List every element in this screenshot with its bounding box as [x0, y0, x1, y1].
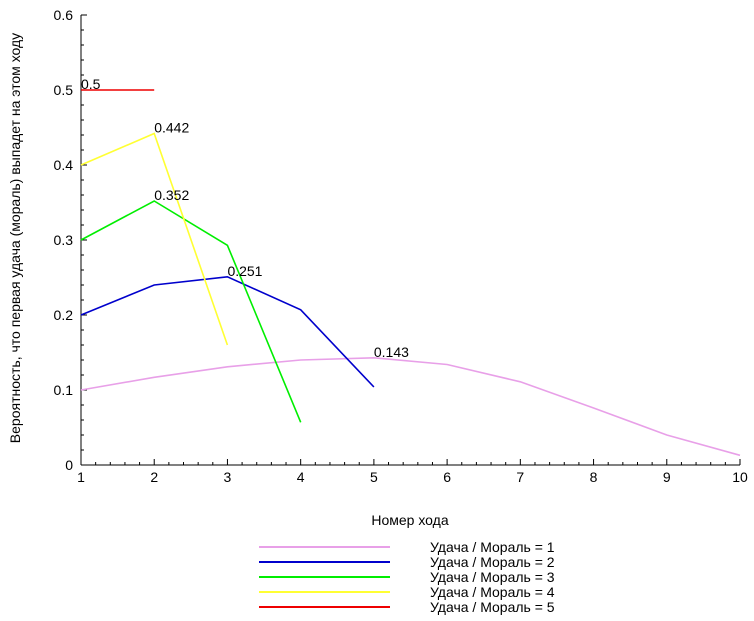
legend-label-1: Удача / Мораль = 1 [430, 539, 555, 555]
peak-value-label: 0.251 [227, 263, 262, 279]
y-tick-label: 0.2 [54, 307, 74, 323]
peak-annotations: 0.5 0.442 0.352 0.251 0.143 [81, 76, 409, 360]
y-tick-label: 0.1 [54, 382, 74, 398]
x-tick-label: 10 [732, 469, 748, 485]
series-lines [80, 89, 741, 457]
x-axis-ticks: 1 2 3 4 5 6 7 8 9 10 [77, 459, 748, 485]
peak-value-label: 0.442 [154, 120, 189, 136]
x-tick-label: 5 [370, 469, 378, 485]
x-tick-label: 4 [297, 469, 305, 485]
x-tick-label: 2 [150, 469, 158, 485]
y-tick-label: 0 [65, 457, 73, 473]
x-tick-label: 9 [663, 469, 671, 485]
y-axis-ticks: 0 0.1 0.2 0.3 0.4 0.5 0.6 [54, 7, 87, 473]
legend-label-5: Удача / Мораль = 5 [430, 599, 555, 615]
x-tick-label: 7 [516, 469, 524, 485]
x-tick-label: 1 [77, 469, 85, 485]
legend-label-3: Удача / Мораль = 3 [430, 569, 555, 585]
axes [80, 15, 740, 466]
x-axis-label: Номер хода [371, 512, 448, 528]
legend-label-4: Удача / Мораль = 4 [430, 584, 555, 600]
peak-value-label: 0.143 [374, 344, 409, 360]
series-line-4 [80, 132, 229, 346]
series-line-3 [80, 200, 302, 423]
x-tick-label: 6 [443, 469, 451, 485]
y-tick-label: 0.4 [54, 157, 74, 173]
peak-value-label: 0.352 [154, 187, 189, 203]
x-tick-label: 3 [224, 469, 232, 485]
series-line-2 [80, 275, 375, 388]
y-axis-label: Вероятность, что первая удача (мораль) в… [7, 33, 23, 443]
x-tick-label: 8 [590, 469, 598, 485]
y-tick-label: 0.6 [54, 7, 74, 23]
series-line-1 [80, 356, 741, 457]
legend-label-2: Удача / Мораль = 2 [430, 554, 555, 570]
y-tick-label: 0.3 [54, 232, 74, 248]
peak-value-label: 0.5 [81, 76, 101, 92]
y-tick-label: 0.5 [54, 82, 74, 98]
